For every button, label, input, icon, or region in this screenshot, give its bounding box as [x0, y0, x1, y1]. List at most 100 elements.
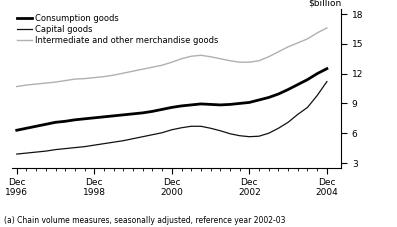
- Capital goods: [208, 127, 213, 130]
- Intermediate and other merchandise goods: [131, 70, 135, 72]
- Capital goods: [266, 132, 271, 135]
- Intermediate and other merchandise goods: [111, 74, 116, 76]
- Capital goods: [34, 151, 39, 153]
- Intermediate and other merchandise goods: [150, 66, 155, 69]
- Consumption goods: [111, 114, 116, 117]
- Consumption goods: [73, 118, 77, 121]
- Legend: Consumption goods, Capital goods, Intermediate and other merchandise goods: Consumption goods, Capital goods, Interm…: [16, 13, 220, 46]
- Intermediate and other merchandise goods: [247, 61, 252, 64]
- Capital goods: [286, 121, 291, 124]
- Consumption goods: [34, 125, 39, 128]
- Intermediate and other merchandise goods: [295, 42, 300, 44]
- Line: Capital goods: Capital goods: [17, 81, 327, 154]
- Text: $billion: $billion: [308, 0, 341, 7]
- Consumption goods: [150, 110, 155, 113]
- Capital goods: [247, 135, 252, 138]
- Consumption goods: [218, 104, 223, 106]
- Intermediate and other merchandise goods: [82, 77, 87, 80]
- Consumption goods: [53, 121, 58, 124]
- Capital goods: [24, 152, 29, 154]
- Intermediate and other merchandise goods: [189, 55, 194, 58]
- Consumption goods: [208, 103, 213, 106]
- Capital goods: [295, 113, 300, 116]
- Capital goods: [43, 150, 48, 153]
- Capital goods: [63, 147, 67, 150]
- Capital goods: [102, 142, 106, 145]
- Consumption goods: [305, 78, 310, 81]
- Consumption goods: [257, 99, 262, 101]
- Line: Intermediate and other merchandise goods: Intermediate and other merchandise goods: [17, 28, 327, 86]
- Intermediate and other merchandise goods: [160, 64, 164, 67]
- Intermediate and other merchandise goods: [208, 55, 213, 58]
- Capital goods: [111, 141, 116, 143]
- Intermediate and other merchandise goods: [24, 84, 29, 86]
- Consumption goods: [63, 120, 67, 123]
- Consumption goods: [24, 127, 29, 130]
- Consumption goods: [324, 67, 329, 70]
- Intermediate and other merchandise goods: [179, 57, 184, 60]
- Consumption goods: [295, 83, 300, 86]
- Capital goods: [237, 134, 242, 137]
- Capital goods: [315, 94, 320, 97]
- Consumption goods: [315, 72, 320, 75]
- Capital goods: [150, 133, 155, 136]
- Intermediate and other merchandise goods: [34, 83, 39, 85]
- Text: (a) Chain volume measures, seasonally adjusted, reference year 2002-03: (a) Chain volume measures, seasonally ad…: [4, 216, 285, 225]
- Capital goods: [179, 126, 184, 129]
- Capital goods: [324, 80, 329, 83]
- Intermediate and other merchandise goods: [324, 27, 329, 29]
- Capital goods: [82, 145, 87, 148]
- Capital goods: [276, 127, 281, 130]
- Capital goods: [53, 148, 58, 151]
- Capital goods: [141, 135, 145, 138]
- Consumption goods: [227, 103, 232, 106]
- Consumption goods: [92, 116, 97, 119]
- Consumption goods: [170, 106, 174, 109]
- Capital goods: [218, 129, 223, 132]
- Capital goods: [14, 153, 19, 155]
- Intermediate and other merchandise goods: [170, 61, 174, 64]
- Consumption goods: [237, 102, 242, 105]
- Capital goods: [121, 139, 126, 142]
- Consumption goods: [14, 129, 19, 132]
- Consumption goods: [179, 105, 184, 107]
- Capital goods: [257, 135, 262, 138]
- Consumption goods: [266, 96, 271, 99]
- Intermediate and other merchandise goods: [141, 68, 145, 71]
- Intermediate and other merchandise goods: [53, 81, 58, 84]
- Capital goods: [73, 146, 77, 149]
- Consumption goods: [131, 113, 135, 115]
- Consumption goods: [247, 101, 252, 104]
- Intermediate and other merchandise goods: [315, 32, 320, 34]
- Consumption goods: [43, 123, 48, 126]
- Capital goods: [227, 132, 232, 135]
- Consumption goods: [102, 116, 106, 118]
- Intermediate and other merchandise goods: [102, 75, 106, 78]
- Capital goods: [198, 125, 203, 128]
- Capital goods: [189, 125, 194, 128]
- Consumption goods: [198, 103, 203, 105]
- Intermediate and other merchandise goods: [266, 55, 271, 58]
- Capital goods: [131, 137, 135, 140]
- Intermediate and other merchandise goods: [63, 79, 67, 82]
- Consumption goods: [160, 108, 164, 111]
- Consumption goods: [121, 114, 126, 116]
- Capital goods: [305, 106, 310, 109]
- Intermediate and other merchandise goods: [237, 61, 242, 64]
- Consumption goods: [276, 93, 281, 95]
- Intermediate and other merchandise goods: [121, 72, 126, 74]
- Consumption goods: [286, 88, 291, 91]
- Intermediate and other merchandise goods: [14, 85, 19, 88]
- Intermediate and other merchandise goods: [73, 78, 77, 80]
- Consumption goods: [141, 111, 145, 114]
- Intermediate and other merchandise goods: [218, 57, 223, 60]
- Intermediate and other merchandise goods: [198, 54, 203, 57]
- Intermediate and other merchandise goods: [305, 37, 310, 40]
- Capital goods: [170, 128, 174, 131]
- Intermediate and other merchandise goods: [92, 76, 97, 79]
- Intermediate and other merchandise goods: [286, 45, 291, 48]
- Intermediate and other merchandise goods: [227, 59, 232, 62]
- Capital goods: [92, 144, 97, 146]
- Consumption goods: [189, 104, 194, 106]
- Intermediate and other merchandise goods: [276, 50, 281, 53]
